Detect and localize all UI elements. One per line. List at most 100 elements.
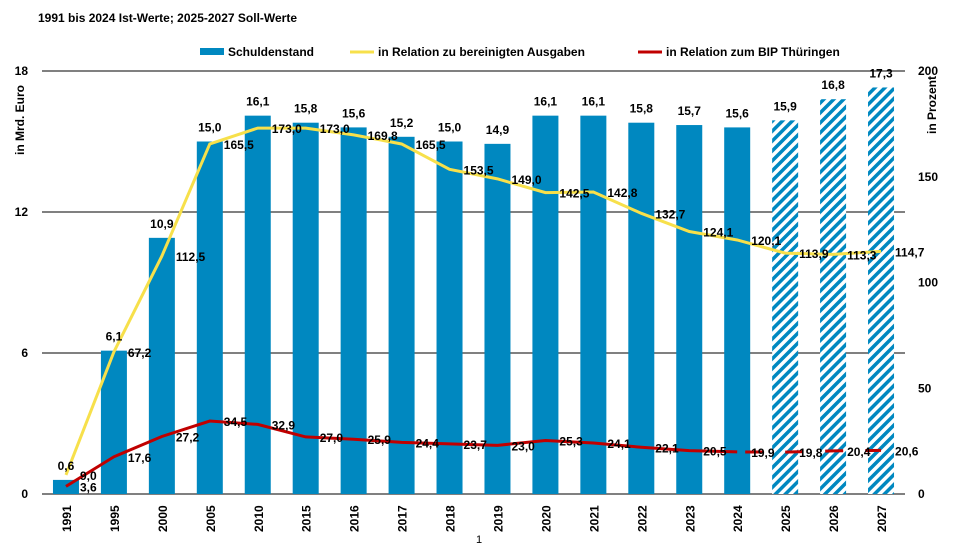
bip-data-label: 20,6 bbox=[895, 444, 919, 458]
legend: Schuldenstand in Relation zu bereinigten … bbox=[200, 45, 840, 59]
legend-item: Schuldenstand bbox=[200, 45, 314, 59]
x-tick-label: 2005 bbox=[204, 505, 218, 532]
y-right-axis-label: in Prozent bbox=[925, 76, 939, 134]
x-tick-label: 1995 bbox=[108, 505, 122, 532]
bar-data-label: 6,1 bbox=[106, 330, 123, 344]
bar-data-label: 0,6 bbox=[58, 459, 75, 473]
x-tick-label: 2022 bbox=[635, 505, 649, 532]
ausgaben-data-label: 114,7 bbox=[895, 245, 925, 259]
bar-data-label: 14,9 bbox=[486, 123, 510, 137]
x-tick-label: 2021 bbox=[587, 505, 601, 532]
legend-label: in Relation zum BIP Thüringen bbox=[666, 45, 840, 59]
y-right-tick-label: 150 bbox=[918, 170, 938, 184]
ausgaben-data-label: 142,5 bbox=[559, 187, 589, 201]
y-right-tick-label: 100 bbox=[918, 276, 938, 290]
bar-data-label: 15,8 bbox=[294, 102, 318, 116]
bar bbox=[676, 125, 703, 495]
ausgaben-data-label: 124,1 bbox=[703, 226, 733, 240]
bar-data-label: 15,6 bbox=[726, 106, 750, 120]
x-tick-label: 2000 bbox=[156, 505, 170, 532]
y-right-tick-label: 0 bbox=[918, 487, 925, 501]
legend-swatch bbox=[200, 48, 224, 55]
ausgaben-data-label: 165,5 bbox=[416, 138, 446, 152]
bar bbox=[532, 115, 559, 495]
legend-item: in Relation zum BIP Thüringen bbox=[638, 45, 840, 59]
bip-data-label: 19,8 bbox=[799, 446, 823, 460]
y-right-tick-label: 50 bbox=[918, 381, 932, 395]
x-tick-label: 2015 bbox=[300, 505, 314, 532]
bip-data-label: 24,4 bbox=[416, 436, 440, 450]
bip-data-label: 25,3 bbox=[559, 434, 583, 448]
ausgaben-data-label: 9,0 bbox=[80, 469, 97, 483]
bar-data-label: 15,7 bbox=[678, 104, 702, 118]
x-tick-label: 2017 bbox=[396, 505, 410, 532]
ausgaben-data-label: 67,2 bbox=[128, 346, 152, 360]
x-tick-label: 2018 bbox=[444, 505, 458, 532]
bar bbox=[388, 136, 415, 495]
bar-data-label: 17,3 bbox=[869, 66, 893, 80]
y-right-tick-label: 200 bbox=[918, 64, 938, 78]
ausgaben-data-label: 113,9 bbox=[799, 247, 829, 261]
y-left-axis-label: in Mrd. Euro bbox=[13, 85, 27, 155]
x-tick-label: 1991 bbox=[60, 505, 74, 532]
x-tick-label: 2019 bbox=[491, 505, 505, 532]
bar bbox=[148, 237, 175, 494]
bar bbox=[292, 122, 319, 494]
bar-data-label: 16,8 bbox=[821, 78, 845, 92]
ausgaben-data-label: 165,5 bbox=[224, 138, 254, 152]
y-left-tick-label: 6 bbox=[21, 346, 28, 360]
y-left-tick-label: 12 bbox=[15, 205, 29, 219]
bar bbox=[196, 141, 223, 494]
legend-label: in Relation zu bereinigten Ausgaben bbox=[378, 45, 585, 59]
x-tick-label: 2026 bbox=[827, 505, 841, 532]
bip-line bbox=[65, 419, 738, 488]
bar bbox=[580, 115, 607, 495]
bip-data-label: 19,9 bbox=[751, 446, 775, 460]
bip-data-label: 23,7 bbox=[464, 438, 488, 452]
ausgaben-data-label: 113,3 bbox=[847, 248, 877, 262]
ausgaben-data-label: 173,0 bbox=[272, 122, 302, 136]
legend-item: in Relation zu bereinigten Ausgaben bbox=[350, 45, 585, 59]
x-tick-label: 2020 bbox=[539, 505, 553, 532]
ausgaben-data-label: 169,8 bbox=[368, 129, 398, 143]
ausgaben-data-label: 112,5 bbox=[176, 250, 206, 264]
x-tick-label: 2023 bbox=[683, 505, 697, 532]
bip-data-label: 32,9 bbox=[272, 418, 296, 432]
x-tick-label: 2016 bbox=[348, 505, 362, 532]
bip-line-projected bbox=[737, 448, 882, 454]
bar-data-label: 15,8 bbox=[630, 102, 654, 116]
bar bbox=[628, 122, 655, 494]
bip-data-label: 27,0 bbox=[320, 431, 344, 445]
ausgaben-data-label: 173,0 bbox=[320, 122, 350, 136]
x-tick-label: 2024 bbox=[731, 505, 745, 532]
ausgaben-data-label: 153,5 bbox=[464, 163, 494, 177]
bip-data-label: 20,5 bbox=[703, 445, 727, 459]
bip-data-label: 3,6 bbox=[80, 480, 97, 494]
bar-data-label: 16,1 bbox=[246, 95, 270, 109]
bar bbox=[772, 120, 799, 494]
y-left-tick-label: 18 bbox=[15, 64, 29, 78]
legend-label: Schuldenstand bbox=[228, 45, 314, 59]
bar bbox=[868, 87, 895, 494]
bip-data-label: 17,6 bbox=[128, 451, 152, 465]
ausgaben-line bbox=[64, 126, 882, 476]
bar bbox=[244, 115, 271, 495]
x-tick-label: 2027 bbox=[875, 505, 889, 532]
bar-data-label: 15,2 bbox=[390, 116, 414, 130]
bar bbox=[820, 99, 847, 494]
bar-data-label: 15,9 bbox=[773, 99, 797, 113]
bar bbox=[340, 127, 367, 495]
bip-data-label: 20,4 bbox=[847, 445, 871, 459]
bip-data-label: 34,5 bbox=[224, 415, 248, 429]
bar-data-label: 15,6 bbox=[342, 106, 366, 120]
ausgaben-data-label: 120,1 bbox=[751, 234, 781, 248]
bip-data-label: 22,1 bbox=[655, 441, 679, 455]
x-tick-label: 2010 bbox=[252, 505, 266, 532]
x-tick-label: 2025 bbox=[779, 505, 793, 532]
bar bbox=[484, 143, 511, 494]
bar-data-label: 10,9 bbox=[150, 217, 174, 231]
ausgaben-data-label: 149,0 bbox=[511, 173, 541, 187]
bar bbox=[724, 127, 751, 495]
